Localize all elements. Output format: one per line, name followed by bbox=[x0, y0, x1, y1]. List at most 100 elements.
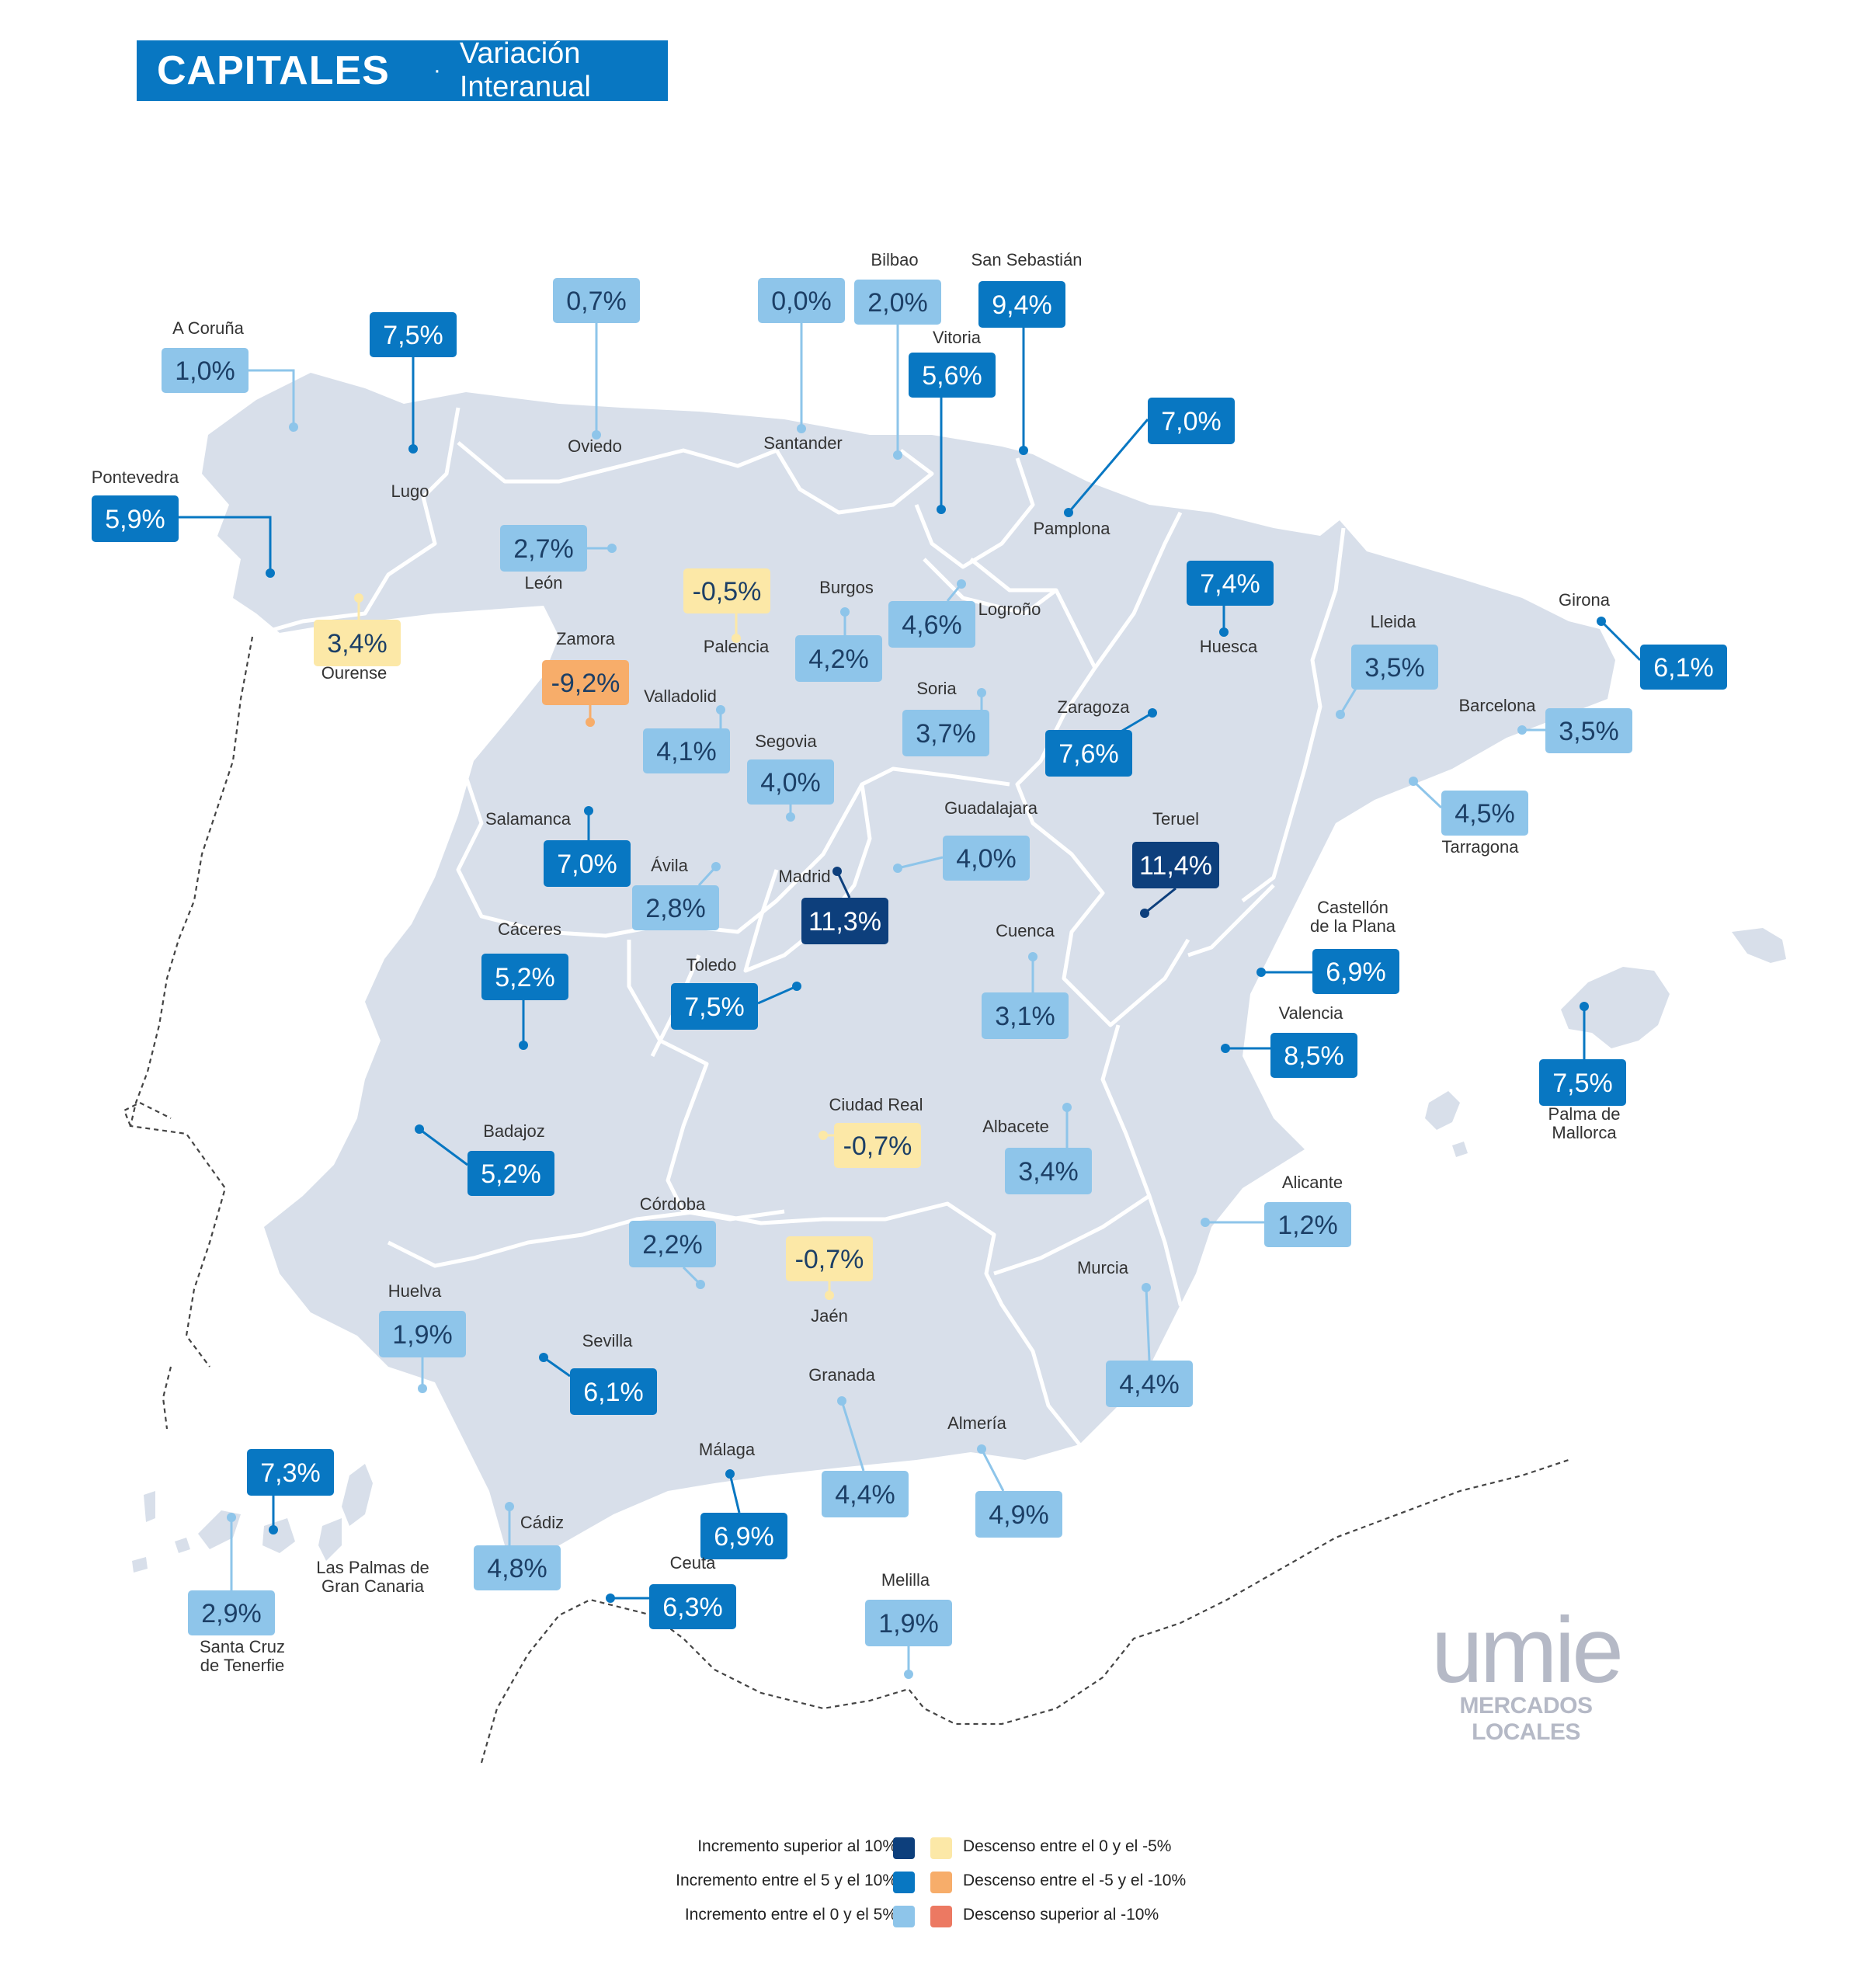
city-marker-palma-de-mallorca: 7,5% Palma de Mallorca bbox=[1539, 1002, 1626, 1142]
logo-tagline: MERCADOS LOCALES bbox=[1459, 1693, 1593, 1745]
city-value: 3,5% bbox=[1364, 653, 1425, 683]
city-name: Melilla bbox=[881, 1570, 930, 1590]
city-value: 3,4% bbox=[1018, 1157, 1079, 1187]
city-marker-oviedo: 0,7% Oviedo bbox=[553, 278, 640, 456]
sea-and-country-borders bbox=[123, 636, 1569, 1764]
city-name: Jaén bbox=[811, 1306, 848, 1326]
city-value: 6,3% bbox=[662, 1593, 723, 1622]
value-box bbox=[795, 635, 882, 682]
logo-word: umie bbox=[1430, 1598, 1624, 1702]
city-name: Santander bbox=[763, 433, 843, 453]
value-box bbox=[467, 1151, 554, 1196]
city-value: 2,9% bbox=[201, 1599, 262, 1628]
value-box bbox=[370, 312, 457, 357]
landmass bbox=[132, 373, 1786, 1576]
city-marker-granada: 4,4% Granada bbox=[808, 1365, 909, 1517]
value-box bbox=[649, 1584, 736, 1629]
value-box bbox=[1005, 1148, 1092, 1194]
legend-row: Incremento superior al 10% Descenso entr… bbox=[652, 1833, 1258, 1867]
value-box bbox=[553, 278, 640, 323]
city-name: A Coruña bbox=[172, 318, 244, 338]
value-box bbox=[801, 898, 888, 944]
city-dot bbox=[1062, 1103, 1072, 1112]
value-box bbox=[632, 885, 719, 930]
city-name: Girona bbox=[1559, 590, 1611, 610]
city-name: Teruel bbox=[1152, 809, 1199, 829]
value-box bbox=[865, 1600, 952, 1646]
city-value: -9,2% bbox=[551, 669, 620, 698]
border-valencia-west bbox=[1100, 1024, 1152, 1197]
portugal-coast-south bbox=[162, 1366, 172, 1430]
city-marker-zaragoza: 7,6% Zaragoza bbox=[1045, 697, 1157, 777]
border-andalucia bbox=[387, 1201, 1081, 1446]
city-value: 6,1% bbox=[1653, 653, 1714, 683]
city-value: 4,8% bbox=[487, 1554, 547, 1583]
city-value: -0,7% bbox=[843, 1131, 912, 1161]
city-name: Valladolid bbox=[644, 686, 717, 706]
city-name: Segovia bbox=[755, 732, 817, 751]
city-dot bbox=[1201, 1218, 1210, 1227]
city-dot bbox=[893, 450, 902, 460]
city-dot bbox=[1336, 710, 1345, 719]
city-value: 7,0% bbox=[1161, 407, 1222, 436]
city-name: Zamora bbox=[556, 629, 616, 648]
city-name: Tarragona bbox=[1441, 837, 1519, 857]
formentera-shape bbox=[1452, 1142, 1468, 1157]
city-name: Santa Cruz de Tenerfie bbox=[200, 1637, 285, 1675]
city-name: Alicante bbox=[1282, 1173, 1343, 1192]
portugal-coast-north bbox=[123, 1101, 172, 1127]
city-dot bbox=[505, 1502, 514, 1511]
city-marker-madrid: 11,3% Madrid bbox=[778, 867, 888, 944]
city-marker-soria: 3,7% Soria bbox=[902, 679, 989, 756]
city-value: 3,7% bbox=[916, 719, 976, 749]
value-box bbox=[978, 281, 1065, 328]
city-name: Madrid bbox=[778, 867, 830, 886]
value-box bbox=[629, 1221, 716, 1267]
city-name: Huesca bbox=[1200, 637, 1258, 656]
city-dot bbox=[519, 1041, 528, 1050]
city-value: 5,6% bbox=[922, 361, 982, 391]
value-box bbox=[1545, 708, 1632, 753]
city-marker-jaen: -0,7% Jaén bbox=[786, 1236, 873, 1326]
city-marker-leon: 2,7% León bbox=[500, 525, 617, 593]
leader-line bbox=[1144, 887, 1177, 915]
leader-line bbox=[980, 1448, 1005, 1492]
value-box bbox=[902, 710, 989, 756]
city-dot bbox=[725, 1469, 735, 1479]
city-dot bbox=[592, 430, 601, 440]
city-marker-huesca: 7,4% Huesca bbox=[1187, 561, 1274, 656]
value-box bbox=[1187, 561, 1274, 606]
value-box bbox=[1312, 949, 1399, 994]
city-marker-murcia: 4,4% Murcia bbox=[1077, 1258, 1193, 1407]
city-name: Burgos bbox=[819, 578, 874, 597]
city-name: Logroño bbox=[978, 600, 1041, 619]
legend-label: Descenso entre el -5 y el -10% bbox=[963, 1872, 1187, 1889]
value-box bbox=[758, 278, 845, 323]
city-value: 4,2% bbox=[808, 645, 869, 674]
city-value: 4,4% bbox=[1119, 1370, 1180, 1399]
city-name: Valencia bbox=[1279, 1003, 1344, 1023]
city-marker-lleida: 3,5% Lleida bbox=[1336, 612, 1438, 719]
city-dot bbox=[1256, 968, 1266, 977]
city-value: 2,2% bbox=[642, 1230, 703, 1260]
value-box bbox=[671, 983, 758, 1030]
city-dot bbox=[1221, 1044, 1230, 1053]
city-value: 4,6% bbox=[902, 610, 962, 640]
value-box bbox=[943, 836, 1030, 881]
leader-line bbox=[419, 1128, 468, 1166]
city-value: 2,8% bbox=[645, 894, 706, 923]
city-value: 2,0% bbox=[867, 288, 928, 318]
value-box bbox=[909, 353, 996, 398]
city-value: 4,0% bbox=[760, 768, 821, 798]
city-value: 7,5% bbox=[1552, 1069, 1613, 1098]
city-dot bbox=[607, 544, 617, 553]
border-asturias bbox=[457, 441, 777, 484]
border-aragon-east bbox=[1241, 527, 1346, 902]
leader-line bbox=[836, 871, 851, 898]
city-marker-santa-cruz-de-tenerfie: 2,9% Santa Cruz de Tenerfie bbox=[188, 1513, 285, 1675]
city-value: 7,5% bbox=[383, 321, 443, 350]
value-box bbox=[247, 1449, 334, 1496]
city-value: 3,1% bbox=[995, 1002, 1055, 1031]
city-name: Almería bbox=[947, 1413, 1007, 1433]
